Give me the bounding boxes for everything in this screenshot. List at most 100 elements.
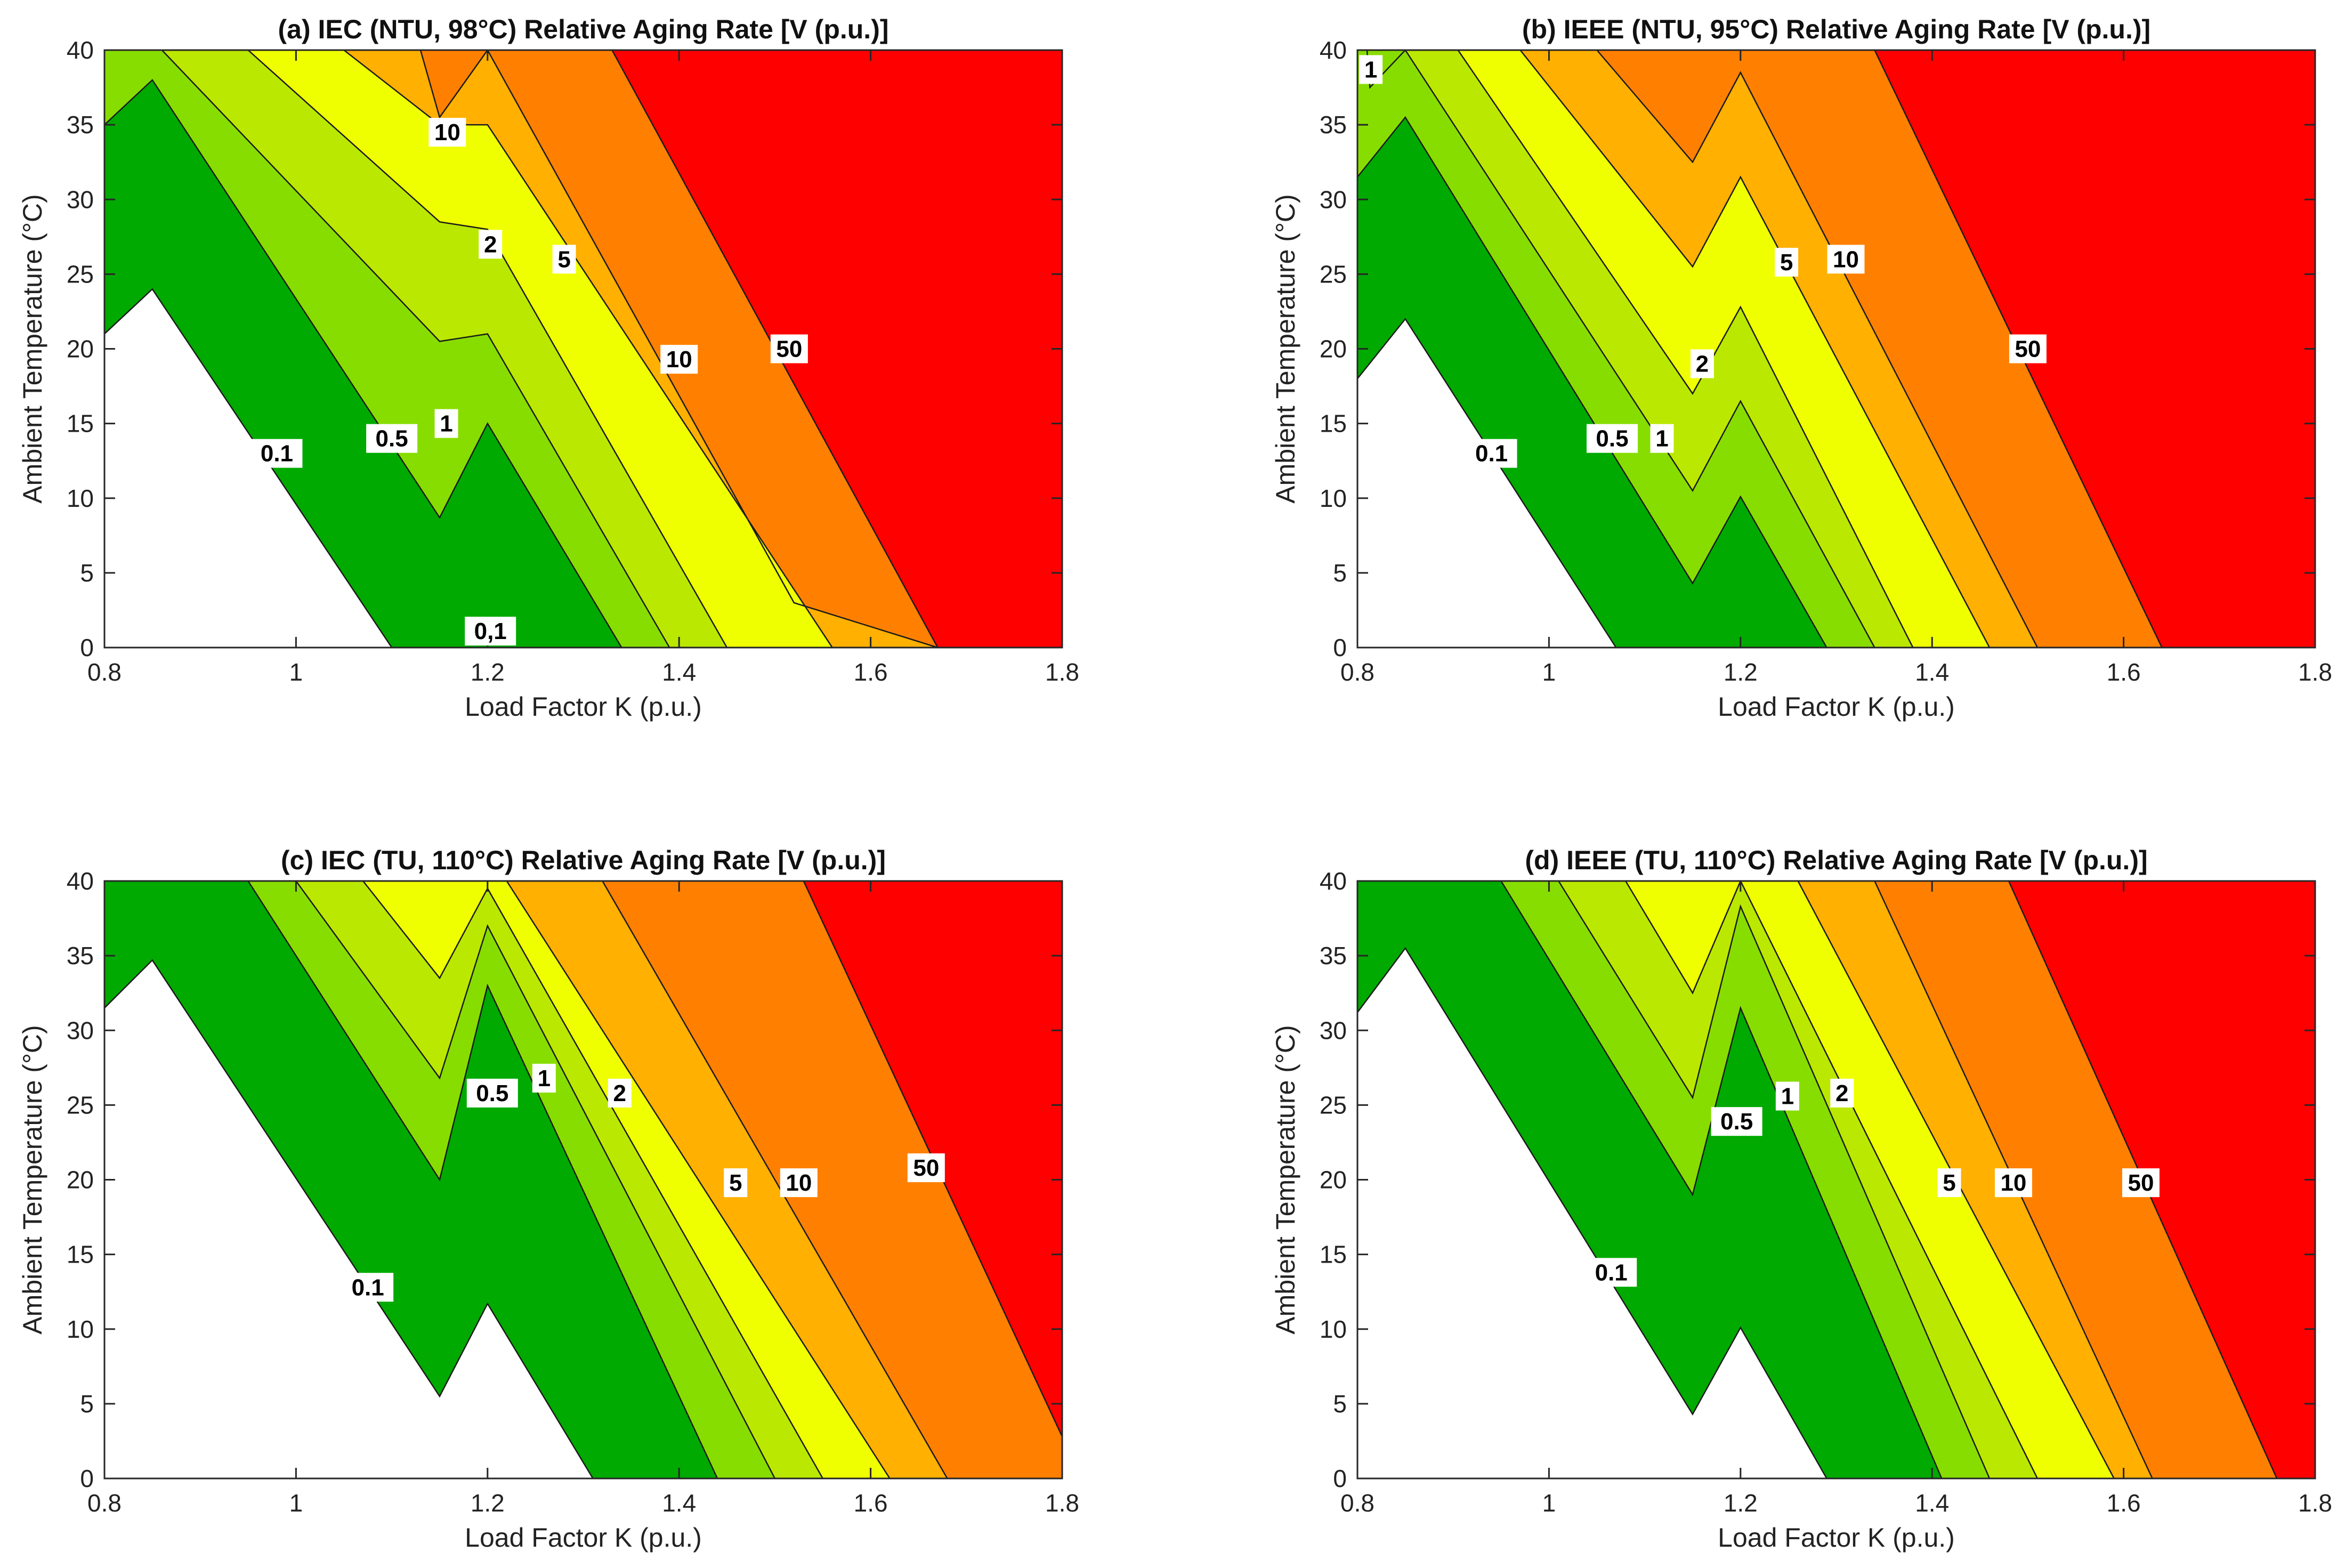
y-tick-label: 30 <box>1320 1016 1347 1044</box>
x-tick-label: 0.8 <box>1340 658 1374 686</box>
y-tick-label: 20 <box>67 335 94 363</box>
y-tick-label: 25 <box>67 1091 94 1119</box>
contour-label-bg <box>1587 424 1638 453</box>
contour-label-bg <box>608 1078 632 1108</box>
x-tick-label: 1.4 <box>1915 1489 1949 1517</box>
contour-label-bg <box>434 409 458 438</box>
y-tick-label: 40 <box>1320 36 1347 64</box>
x-tick-label: 1.2 <box>471 658 505 686</box>
y-tick-label: 30 <box>67 185 94 213</box>
contour-label-text: 0.1 <box>1475 441 1508 467</box>
contour-label: 50 <box>770 334 808 363</box>
x-tick-label: 1 <box>1542 1489 1556 1517</box>
contour-label-bg <box>1830 1078 1854 1108</box>
contour-label: 0.1 <box>251 439 303 468</box>
y-tick-label: 0 <box>80 1465 94 1492</box>
x-axis-label: Load Factor K (p.u.) <box>465 1523 702 1553</box>
y-tick-label: 0 <box>1333 1465 1347 1492</box>
y-tick-label: 5 <box>1333 1390 1347 1418</box>
x-tick-label: 0.8 <box>1340 1489 1374 1517</box>
x-tick-label: 1.6 <box>854 658 888 686</box>
x-tick-label: 0.8 <box>87 1489 122 1517</box>
contour-line-10 <box>602 881 948 1478</box>
band-below-0.1 <box>104 289 392 648</box>
y-tick-label: 15 <box>1320 1241 1347 1268</box>
contour-label-bg <box>466 1078 518 1108</box>
contour-line-1 <box>1558 881 1991 1478</box>
contour-label-bg <box>532 1063 556 1093</box>
panel-title: (a) IEC (NTU, 98°C) Relative Aging Rate … <box>278 14 889 44</box>
contour-label: 50 <box>2122 1168 2160 1198</box>
contour-line-1 <box>295 881 776 1478</box>
x-tick-label: 1.4 <box>662 658 696 686</box>
contour-line-2 <box>1625 881 2039 1478</box>
y-tick-label: 5 <box>80 1390 94 1418</box>
contour-label-text: 2 <box>613 1080 626 1106</box>
contour-label: 0.5 <box>366 424 418 453</box>
contour-label-text: 0,1 <box>474 618 507 644</box>
contour-label-bg <box>1994 1168 2032 1198</box>
contour-label: 0.1 <box>342 1273 394 1302</box>
contour-line-1 <box>1404 50 1875 648</box>
contour-label: 0.5 <box>466 1078 518 1108</box>
contour-label: 0,1 <box>465 617 516 646</box>
contour-label-bg <box>428 118 466 147</box>
band-below-0.1 <box>1357 319 1616 648</box>
y-tick-label: 25 <box>1320 260 1347 288</box>
contour-label-bg <box>660 345 698 374</box>
contour-label-text: 0.1 <box>261 441 293 467</box>
x-tick-label: 0.8 <box>87 658 122 686</box>
contour-label-text: 0.5 <box>476 1080 508 1106</box>
contour-label: 10 <box>428 118 466 147</box>
contour-label-bg <box>1775 1081 1799 1111</box>
x-tick-label: 1 <box>1542 658 1556 686</box>
band-below-0.1 <box>104 960 593 1478</box>
contour-label-text: 5 <box>1943 1170 1955 1196</box>
y-tick-label: 15 <box>67 1241 94 1268</box>
x-tick-label: 1.4 <box>1915 658 1949 686</box>
y-tick-label: 35 <box>67 111 94 139</box>
x-tick-label: 1 <box>289 1489 303 1517</box>
contour-label-bg <box>2009 334 2047 363</box>
y-tick-label: 10 <box>67 1315 94 1343</box>
contour-label-text: 10 <box>2000 1170 2026 1196</box>
contour-label-text: 50 <box>2128 1170 2154 1196</box>
contour-label: 1 <box>434 409 458 438</box>
panel-title: (c) IEC (TU, 110°C) Relative Aging Rate … <box>281 845 886 875</box>
contour-label-text: 50 <box>776 336 802 362</box>
contour-line-2 <box>1366 50 1914 648</box>
band-below-0.1 <box>1357 948 1827 1478</box>
x-tick-label: 1.6 <box>2107 1489 2141 1517</box>
y-tick-label: 40 <box>1320 867 1347 895</box>
y-tick-label: 10 <box>67 484 94 512</box>
contour-line-10 <box>419 50 938 648</box>
contour-label-bg <box>465 617 516 646</box>
y-tick-label: 40 <box>67 36 94 64</box>
x-axis-label: Load Factor K (p.u.) <box>1718 1523 1955 1553</box>
contour-label: 2 <box>1690 349 1714 378</box>
panel-title: (d) IEEE (TU, 110°C) Relative Aging Rate… <box>1525 845 2147 875</box>
y-axis-label: Ambient Temperature (°C) <box>18 1025 47 1334</box>
contour-label-text: 2 <box>484 231 497 257</box>
y-tick-label: 5 <box>1333 559 1347 587</box>
contour-label-bg <box>1937 1168 1961 1198</box>
x-tick-label: 1.2 <box>1724 1489 1758 1517</box>
contour-label-text: 0.1 <box>1595 1259 1628 1286</box>
x-tick-label: 1.2 <box>471 1489 505 1517</box>
y-tick-label: 30 <box>67 1016 94 1044</box>
contour-label-text: 1 <box>538 1065 551 1092</box>
y-axis-label: Ambient Temperature (°C) <box>1271 194 1300 503</box>
contour-label: 50 <box>2009 334 2047 363</box>
contour-label: 10 <box>780 1168 818 1198</box>
contour-line-5 <box>1519 50 1991 648</box>
contour-line-5 <box>506 881 891 1478</box>
contour-line-0.1 <box>104 288 393 648</box>
x-tick-label: 1.6 <box>2107 658 2141 686</box>
y-tick-label: 20 <box>1320 335 1347 363</box>
contour-label-bg <box>1586 1258 1637 1287</box>
contour-label-bg <box>1827 245 1865 274</box>
contour-label-bg <box>770 334 808 363</box>
contour-label-bg <box>342 1273 394 1302</box>
x-tick-label: 1.2 <box>1724 658 1758 686</box>
